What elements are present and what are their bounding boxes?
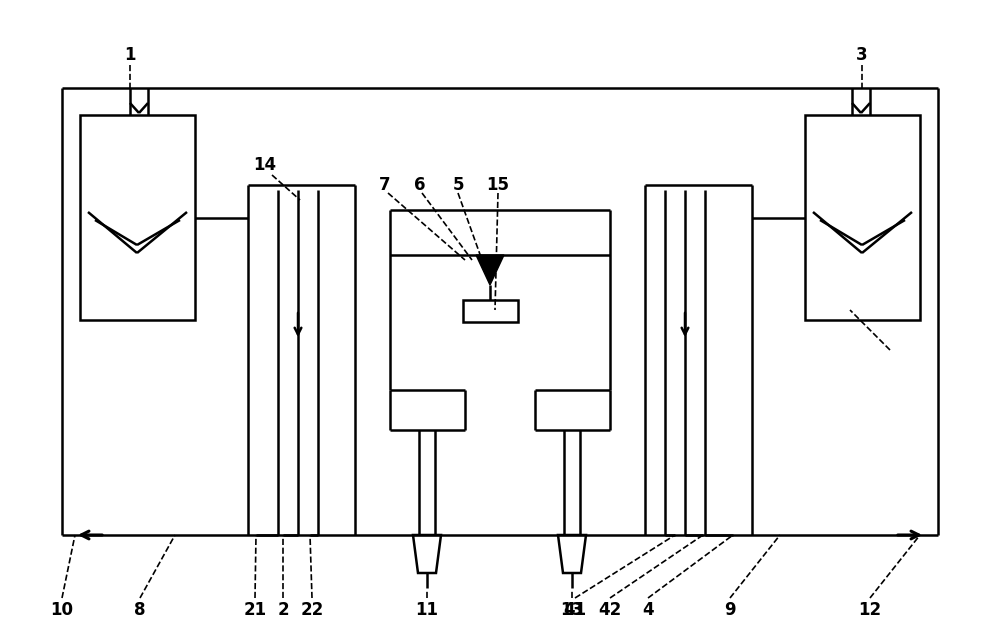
Text: 8: 8 bbox=[134, 601, 146, 619]
Text: 11: 11 bbox=[416, 601, 438, 619]
Text: 22: 22 bbox=[300, 601, 324, 619]
Text: 21: 21 bbox=[243, 601, 267, 619]
Text: 2: 2 bbox=[277, 601, 289, 619]
Text: 9: 9 bbox=[724, 601, 736, 619]
Text: 42: 42 bbox=[598, 601, 622, 619]
Text: 1: 1 bbox=[124, 46, 136, 64]
Bar bbox=[805, 115, 920, 320]
Text: 5: 5 bbox=[452, 176, 464, 194]
Text: 7: 7 bbox=[379, 176, 391, 194]
Polygon shape bbox=[476, 255, 504, 285]
Bar bbox=[463, 300, 518, 322]
Bar bbox=[80, 115, 195, 320]
Text: 10: 10 bbox=[50, 601, 74, 619]
Text: 15: 15 bbox=[486, 176, 510, 194]
Text: 14: 14 bbox=[253, 156, 277, 174]
Polygon shape bbox=[558, 535, 586, 573]
Text: 13: 13 bbox=[560, 601, 584, 619]
Polygon shape bbox=[413, 535, 441, 573]
Text: 3: 3 bbox=[856, 46, 868, 64]
Text: 12: 12 bbox=[858, 601, 882, 619]
Text: 41: 41 bbox=[563, 601, 587, 619]
Text: 4: 4 bbox=[642, 601, 654, 619]
Text: 6: 6 bbox=[414, 176, 426, 194]
